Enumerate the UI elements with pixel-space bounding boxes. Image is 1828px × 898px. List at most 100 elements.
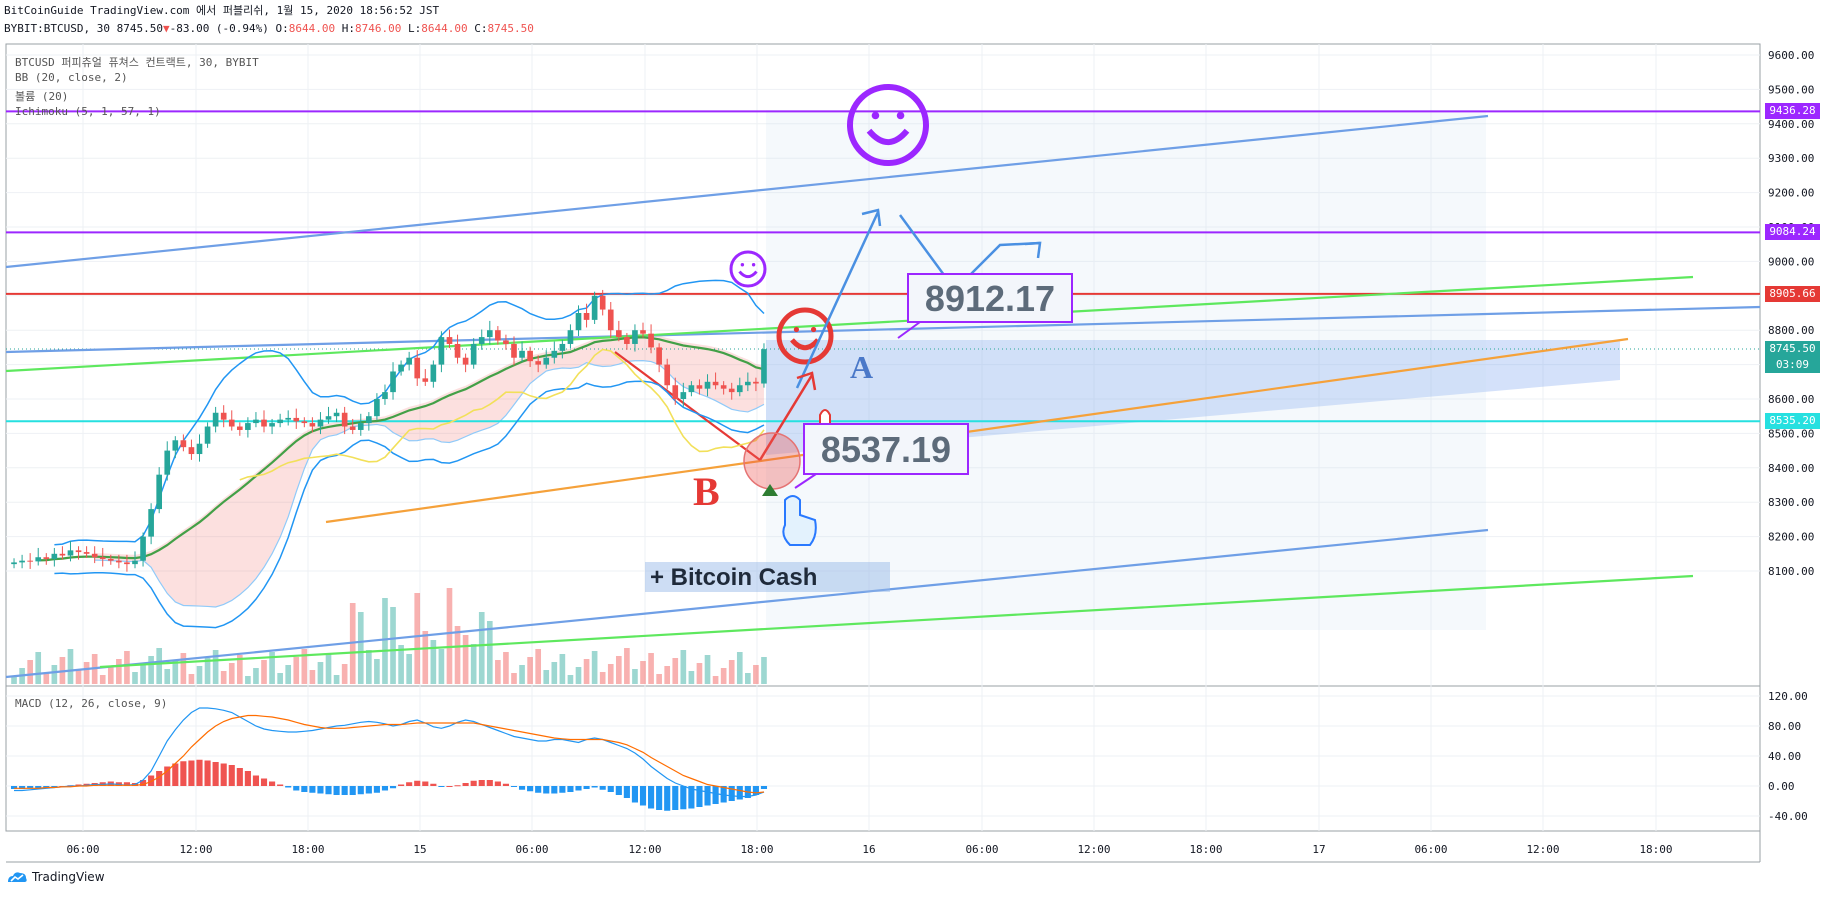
volume-bar [736, 652, 743, 684]
label-bg [645, 562, 890, 592]
candle-body [640, 330, 646, 334]
price-tag: 8905.66 [1765, 285, 1820, 302]
grid [6, 44, 1760, 831]
macd-hist-bar [220, 763, 227, 786]
time-tick: 12:00 [1077, 843, 1110, 856]
down-arrow-icon: ▼ [162, 22, 170, 35]
macd-tick: 80.00 [1768, 720, 1801, 733]
label-text: + Bitcoin Cash [650, 564, 817, 591]
volume-bar [317, 662, 324, 684]
ichimoku-cloud [94, 333, 765, 608]
volume-bar [67, 649, 74, 684]
orange-support [325, 337, 1629, 524]
tradingview-logo[interactable]: TradingView [6, 870, 105, 884]
candle-body [75, 550, 82, 553]
macd-hist-bar [285, 786, 292, 788]
volume-bar [470, 644, 477, 684]
macd-hist-bar [373, 786, 380, 793]
macd-pane[interactable] [5, 685, 1761, 832]
candle-body [398, 364, 404, 372]
candle-body [164, 450, 171, 475]
cloud-edge [94, 359, 765, 608]
time-tick: 15 [413, 843, 426, 856]
volume-bar [430, 640, 437, 684]
candle-body [390, 371, 396, 393]
macd-hist-bar [236, 768, 243, 786]
candle-body [511, 343, 517, 358]
macd-hist-bar [406, 782, 413, 786]
ohlc-bar: BYBIT:BTCUSD, 30 8745.50▼-83.00 (-0.94%)… [4, 22, 534, 36]
candle-body [349, 426, 356, 430]
high-value: 8746.00 [355, 22, 402, 35]
smiley-eye [810, 326, 817, 333]
smiley-eye [871, 111, 880, 120]
volume-bar [656, 674, 662, 684]
price-tag: 9436.28 [1765, 103, 1820, 120]
volume-bar [366, 650, 372, 684]
close-value: 8745.50 [487, 22, 534, 35]
volume-bar [567, 675, 574, 684]
projection-up-line [795, 211, 880, 389]
candle-body [148, 509, 154, 537]
macd-hist-bar [454, 785, 461, 787]
drawings[interactable]: 8912.17 8537.19 + Bitcoin Cash A B [645, 84, 1073, 592]
volume-bar [188, 674, 195, 684]
macd-hist-bar [252, 775, 260, 786]
candle-body [293, 417, 300, 422]
candle-body [712, 381, 719, 386]
candle-body [615, 330, 622, 338]
volume-bar [148, 656, 154, 684]
volume-bar [269, 652, 275, 684]
volume-bar [277, 673, 283, 684]
candle-body [632, 330, 638, 344]
smiley-face [847, 84, 929, 166]
arrow-head-icon [1024, 241, 1042, 259]
volume-bar [180, 653, 187, 684]
volume-bar [519, 665, 525, 684]
volume-bar [116, 659, 122, 684]
candle-body [196, 443, 203, 455]
macd-hist-bar [365, 786, 372, 794]
time-tick: 06:00 [1414, 843, 1447, 856]
volume-bar [503, 652, 509, 684]
macd-hist-bar [172, 763, 179, 786]
candle-body [277, 419, 283, 424]
annotation-box-high: 8912.17 [907, 273, 1073, 323]
candle-body [116, 560, 122, 563]
candle-body [599, 295, 606, 310]
macd-hist-bar [567, 786, 574, 792]
channel-mid [5, 305, 1761, 354]
volume-bar [301, 649, 308, 684]
volume-bar [575, 667, 582, 684]
macd-hist-bar [470, 780, 477, 786]
macd-hist-bar [422, 781, 429, 786]
annotation-box-low: 8537.19 [803, 423, 969, 475]
candle-body [27, 560, 33, 562]
volume-bar [341, 664, 348, 684]
volume-bar [543, 670, 550, 684]
candle-body [212, 412, 219, 427]
volume-bar [51, 665, 58, 684]
volume-bar [511, 673, 517, 684]
volume-bars [11, 588, 767, 684]
legend-volume: 볼륨 (20) [15, 90, 69, 103]
price-tick: 8800.00 [1768, 324, 1814, 337]
volume-bar [761, 657, 767, 684]
candlesticks[interactable] [11, 289, 767, 572]
candle-body [309, 423, 316, 427]
macd-hist-bar [591, 786, 598, 788]
macd-hist-bar [156, 771, 163, 786]
smiley-eye [793, 326, 800, 333]
price-tick: 8200.00 [1768, 531, 1814, 544]
volume-bar [607, 664, 614, 684]
macd-hist-bar [430, 783, 437, 786]
legend-ichimoku: Ichimoku (5, 1, 57, 1) [15, 105, 161, 118]
candle-body [648, 333, 654, 348]
volume-bar [599, 672, 606, 684]
macd-plot [10, 707, 768, 811]
axes-labels: 9600.009500.009400.009300.009200.009100.… [66, 49, 1814, 856]
macd-hist-bar [583, 786, 590, 789]
open-label: O: [275, 22, 289, 35]
red-down-line [614, 351, 761, 461]
